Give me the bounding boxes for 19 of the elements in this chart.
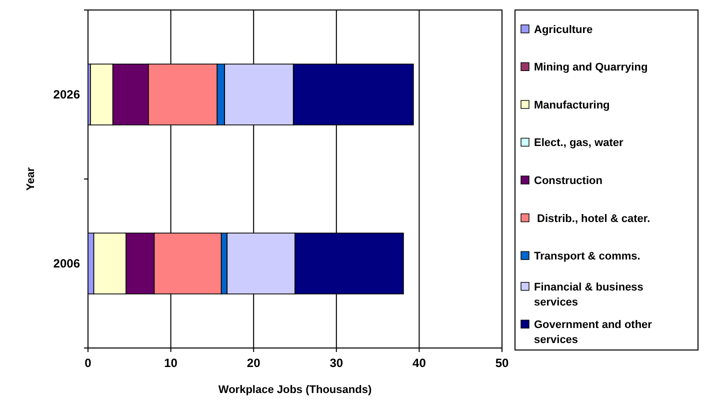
- x-tick-label: 50: [495, 356, 509, 370]
- legend-label: Construction: [534, 175, 603, 187]
- legend-label: Agriculture: [534, 24, 593, 36]
- legend-label: Manufacturing: [534, 99, 610, 112]
- x-axis-title: Workplace Jobs (Thousands): [218, 384, 372, 396]
- legend-label: Mining and Quarrying: [534, 62, 648, 74]
- legend-label: Government and other services: [534, 319, 653, 346]
- x-tick-label: 0: [84, 356, 92, 370]
- legend-label: Distrib., hotel & cater.: [534, 212, 650, 225]
- y-tick-label: 2026: [53, 88, 80, 102]
- y-tick-label: 2006: [53, 256, 80, 270]
- legend-label: Elect., gas, water: [534, 137, 624, 150]
- x-tick-label: 30: [330, 356, 344, 370]
- legend-label: Transport & comms.: [534, 250, 640, 263]
- legend-label: Financial & business services: [534, 281, 644, 308]
- x-tick-label: 40: [412, 356, 426, 370]
- x-tick-label: 10: [164, 356, 178, 370]
- x-tick-label: 20: [246, 356, 261, 370]
- y-axis-title: Year: [25, 166, 37, 191]
